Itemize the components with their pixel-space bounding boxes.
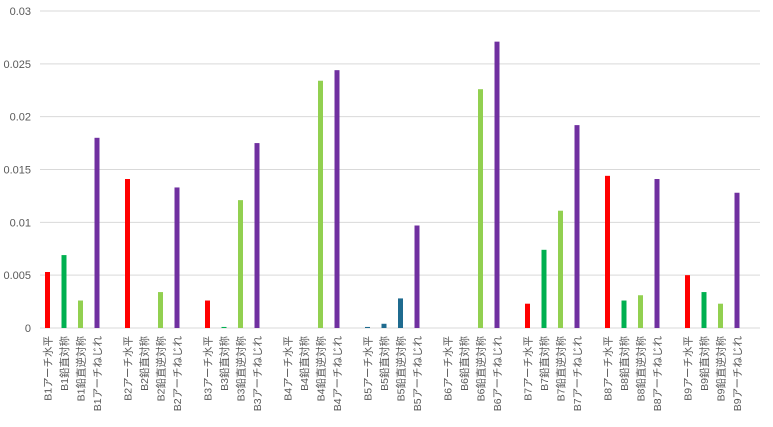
bar: [94, 137, 100, 328]
bars: [45, 41, 740, 329]
y-axis-ticks: 0 0.005 0.01 0.015 0.02 0.025 0.03: [3, 6, 31, 335]
x-tick-label: B8アーチねじれ: [652, 336, 664, 412]
bar: [125, 179, 130, 328]
y-tick-label: 0.005: [3, 270, 31, 282]
bar: [494, 41, 500, 328]
y-tick-label: 0.015: [3, 165, 31, 177]
x-tick-label: B6アーチねじれ: [492, 336, 504, 412]
x-tick-label: B7鉛直対称: [538, 336, 551, 391]
x-tick-label: B2アーチねじれ: [172, 336, 184, 412]
bar: [381, 323, 387, 328]
x-tick-label: B9鉛直対称: [698, 336, 711, 391]
bar: [525, 303, 530, 328]
x-tick-label: B4アーチ水平: [283, 336, 295, 401]
x-tick-label: B7アーチねじれ: [572, 336, 584, 412]
x-tick-label: B2鉛直対称: [138, 336, 151, 391]
x-tick-label: B1アーチ水平: [43, 336, 55, 401]
x-tick-label: B3アーチねじれ: [252, 336, 264, 412]
bar: [574, 125, 580, 329]
bar: [45, 271, 50, 328]
x-tick-label: B6鉛直逆対称: [475, 336, 488, 402]
bar: [718, 303, 723, 328]
bar: [334, 70, 340, 328]
bar: [318, 80, 323, 329]
bar: [701, 292, 707, 328]
x-tick-label: B1アーチねじれ: [92, 336, 104, 412]
bar: [61, 255, 67, 328]
x-tick-label: B5鉛直逆対称: [395, 336, 408, 402]
bar: [78, 300, 83, 328]
bar: [685, 275, 690, 328]
bar: [734, 192, 740, 328]
x-tick-label: B4鉛直対称: [298, 336, 311, 391]
bar: [478, 89, 483, 329]
x-tick-label: B4アーチねじれ: [332, 336, 344, 412]
bar: [221, 326, 227, 328]
bar: [158, 292, 163, 328]
x-tick-label: B3鉛直逆対称: [235, 336, 248, 402]
x-tick-label: B8鉛直逆対称: [635, 336, 648, 402]
y-tick-label: 0.02: [10, 112, 31, 124]
bar: [205, 300, 210, 328]
bar: [414, 225, 420, 328]
x-tick-label: B9アーチ水平: [683, 336, 695, 401]
bar: [605, 175, 610, 328]
x-tick-label: B4鉛直逆対称: [315, 336, 328, 402]
bar: [621, 300, 627, 328]
bar: [365, 326, 370, 328]
x-tick-label: B7鉛直逆対称: [555, 336, 568, 402]
bar: [541, 249, 547, 328]
bar: [174, 187, 180, 328]
bar: [558, 210, 563, 328]
bar: [638, 295, 643, 328]
bar: [654, 179, 660, 328]
x-tick-label: B1鉛直対称: [58, 336, 71, 391]
x-tick-label: B6アーチ水平: [443, 336, 455, 401]
x-tick-label: B5鉛直対称: [378, 336, 391, 391]
x-tick-label: B3アーチ水平: [203, 336, 215, 401]
bar: [254, 143, 260, 328]
x-tick-label: B1鉛直逆対称: [75, 336, 88, 402]
x-tick-label: B5アーチ水平: [363, 336, 375, 401]
x-tick-label: B8鉛直対称: [618, 336, 631, 391]
x-tick-label: B7アーチ水平: [523, 336, 535, 401]
y-tick-label: 0.03: [10, 6, 31, 18]
bar: [238, 200, 243, 328]
x-tick-label: B3鉛直対称: [218, 336, 231, 391]
bar: [398, 298, 403, 328]
x-tick-label: B6鉛直対称: [458, 336, 471, 391]
x-tick-label: B2鉛直逆対称: [155, 336, 168, 402]
gridlines: [40, 10, 760, 329]
x-tick-label: B5アーチねじれ: [412, 336, 424, 412]
y-tick-label: 0.01: [10, 217, 31, 229]
y-tick-label: 0.025: [3, 59, 31, 71]
x-tick-label: B9アーチねじれ: [732, 336, 744, 412]
x-axis-ticks: B1アーチ水平 B1鉛直対称 B1鉛直逆対称 B1アーチねじれ B2アーチ水平 B2鉛直対…: [43, 336, 745, 412]
x-tick-label: B9鉛直逆対称: [715, 336, 728, 402]
x-tick-label: B2アーチ水平: [123, 336, 135, 401]
y-tick-label: 0: [25, 323, 31, 335]
x-tick-label: B8アーチ水平: [603, 336, 615, 401]
